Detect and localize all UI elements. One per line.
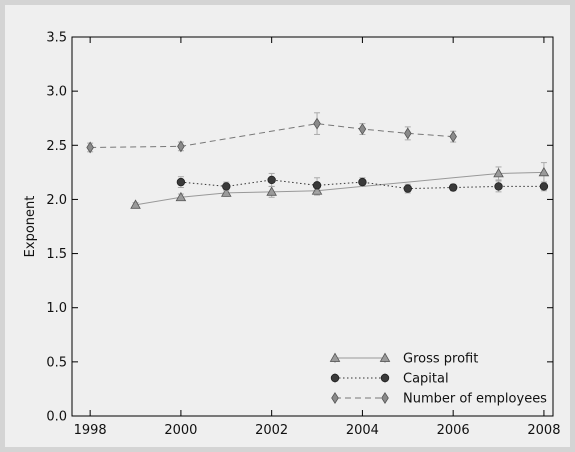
series-capital (176, 172, 549, 194)
y-tick-label: 2.5 (46, 139, 67, 154)
data-point-capital (358, 177, 367, 187)
data-point-number-of-employees (177, 140, 185, 153)
data-point-gross-profit (493, 168, 504, 178)
x-tick-label: 2008 (527, 423, 560, 438)
chart-container: 1998 2000 2002 2004 2006 2008 0.0 0.5 1.0 1.5 2.0 2… (5, 5, 570, 447)
data-point-gross-profit (538, 166, 550, 177)
y-tick-label: 2.0 (46, 193, 67, 208)
x-tick-label: 2004 (346, 423, 379, 438)
legend-marker-number-of-employees (381, 392, 389, 404)
data-point-capital (448, 183, 458, 192)
data-point-capital (494, 182, 503, 191)
data-point-number-of-employees (449, 130, 457, 143)
legend-marker-number-of-employees (331, 392, 339, 404)
data-point-capital (267, 175, 276, 185)
legend-marker-capital (330, 373, 340, 383)
data-point-gross-profit (130, 199, 141, 209)
data-point-capital (403, 184, 412, 193)
data-point-number-of-employees (86, 141, 94, 154)
data-point-capital (539, 182, 549, 191)
series-number-of-employees (86, 112, 457, 154)
y-tick-label: 3.5 (46, 31, 67, 46)
y-tick-label: 1.5 (46, 247, 67, 262)
legend-marker-capital (380, 373, 390, 383)
plot-frame (71, 36, 554, 417)
data-point-number-of-employees (404, 127, 412, 140)
legend-label-capital: Capital (403, 372, 449, 387)
y-tick-label: 1.0 (46, 301, 67, 316)
x-tick-label: 2002 (255, 423, 288, 438)
legend-marker-gross-profit (379, 352, 391, 362)
x-tick-label: 1998 (74, 423, 107, 438)
data-point-number-of-employees (358, 123, 367, 135)
data-point-number-of-employees (313, 117, 321, 130)
y-tick-label: 0.0 (46, 410, 67, 425)
series-line-number-of-employees (90, 123, 454, 148)
x-tick-label: 2006 (437, 423, 470, 438)
data-point-gross-profit (175, 191, 187, 202)
y-axis-label: Exponent (23, 196, 38, 258)
y-tick-label: 3.0 (46, 85, 67, 100)
x-tick-label: 2000 (164, 423, 197, 438)
data-point-gross-profit (266, 186, 277, 196)
legend-label-gross-profit: Gross profit (403, 352, 478, 367)
plot-area (72, 37, 553, 416)
series-line-capital (180, 179, 544, 190)
line-chart: 1998 2000 2002 2004 2006 2008 0.0 0.5 1.0 1.5 2.0 2… (23, 31, 560, 439)
data-point-gross-profit (220, 187, 232, 197)
legend-marker-gross-profit (329, 352, 341, 362)
series-line-gross-profit (135, 171, 544, 206)
y-tick-label: 0.5 (46, 355, 67, 370)
data-point-capital (222, 182, 231, 191)
data-point-capital (312, 181, 322, 190)
legend-label-number-of-employees: Number of employees (403, 392, 547, 407)
data-point-capital (176, 177, 186, 187)
